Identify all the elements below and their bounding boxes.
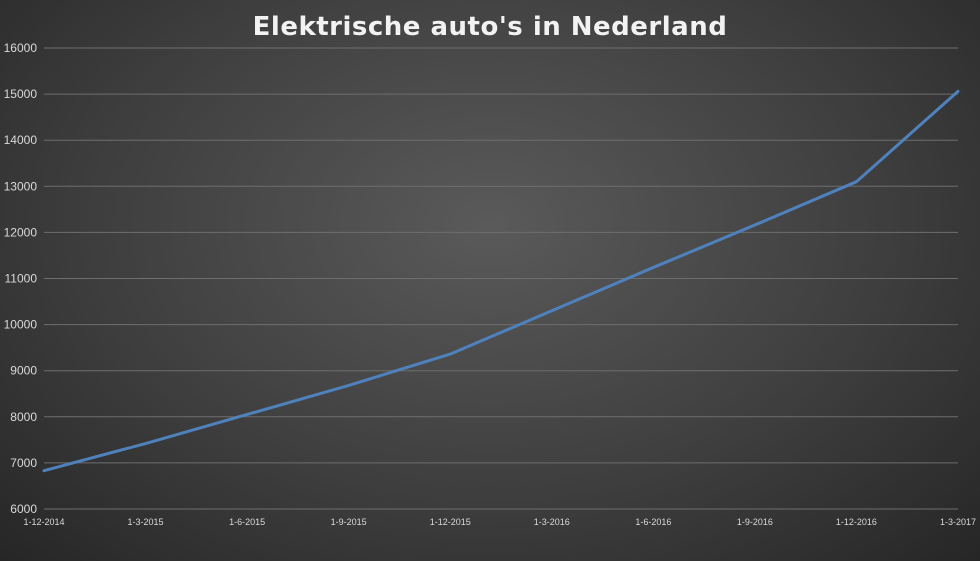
x-axis: 1-12-2014 1-3-2015 1-6-2015 1-9-2015 1-12-20… (23, 517, 976, 527)
data-point (753, 224, 756, 227)
y-tick-label: 6000 (10, 502, 37, 516)
y-tick-label: 10000 (4, 318, 38, 332)
series-line-0 (42, 89, 960, 473)
x-tick-label: 1-9-2016 (737, 517, 773, 527)
x-tick-label: 1-3-2017 (940, 517, 976, 527)
x-tick-label: 1-9-2015 (331, 517, 367, 527)
x-tick-label: 1-6-2016 (635, 517, 671, 527)
x-tick-label: 1-3-2016 (534, 517, 570, 527)
y-tick-label: 13000 (4, 179, 38, 193)
data-point (347, 384, 350, 387)
chart-title: Elektrische auto's in Nederland (252, 12, 728, 42)
data-point (957, 90, 959, 93)
data-point (144, 442, 147, 445)
y-tick-label: 15000 (4, 87, 38, 101)
x-tick-label: 1-12-2015 (430, 517, 471, 527)
data-point (43, 469, 45, 472)
data-point (246, 413, 249, 416)
gridlines (44, 47, 958, 510)
x-tick-label: 1-12-2016 (836, 517, 877, 527)
y-tick-label: 9000 (10, 364, 37, 378)
y-tick-label: 16000 (4, 41, 38, 55)
y-tick-label: 8000 (10, 410, 37, 424)
x-tick-label: 1-12-2014 (23, 517, 64, 527)
x-tick-label: 1-6-2015 (229, 517, 265, 527)
y-tick-label: 14000 (4, 133, 38, 147)
data-point (550, 309, 553, 312)
data-point (449, 353, 452, 356)
y-tick-label: 12000 (4, 225, 38, 239)
y-tick-label: 11000 (5, 272, 38, 286)
y-tick-label: 7000 (10, 456, 37, 470)
x-tick-label: 1-3-2015 (128, 517, 164, 527)
data-point (652, 266, 655, 269)
data-point (855, 180, 858, 183)
y-axis: 6000 7000 8000 9000 10000 11000 12000 13000 1400… (4, 41, 38, 516)
series (42, 89, 960, 473)
